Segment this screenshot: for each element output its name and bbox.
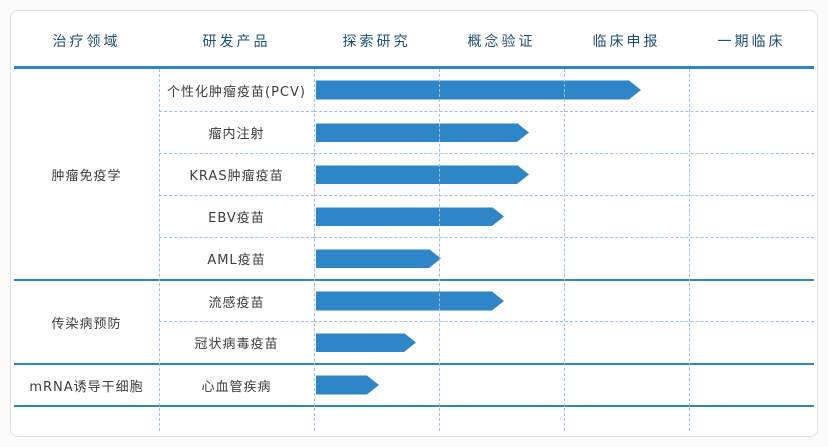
pipeline-grid: 治疗领域 研发产品 探索研究 概念验证 临床申报 一期临床 肿瘤免疫学 个性化肿… — [14, 15, 814, 427]
pipeline-arrow — [316, 123, 529, 142]
pipeline-arrow — [316, 207, 504, 226]
area-label-infectious: 传染病预防 — [14, 279, 159, 363]
arrow-track — [314, 111, 814, 153]
product-label: KRAS肿瘤疫苗 — [159, 153, 314, 195]
pipeline-card: 治疗领域 研发产品 探索研究 概念验证 临床申报 一期临床 肿瘤免疫学 个性化肿… — [10, 10, 818, 437]
product-label: 瘤内注射 — [159, 111, 314, 153]
pipeline-arrow — [316, 165, 529, 184]
area-label-oncology: 肿瘤免疫学 — [51, 168, 122, 184]
pipeline-arrow — [316, 249, 441, 268]
column-header-stage1: 探索研究 — [314, 15, 439, 69]
product-label: 个性化肿瘤疫苗(PCV) — [167, 84, 306, 100]
arrow-track — [314, 363, 814, 405]
column-header-stage4: 一期临床 — [689, 15, 814, 69]
product-label: AML疫苗 — [159, 237, 314, 279]
pipeline-arrow — [316, 333, 416, 352]
arrow-track — [314, 279, 814, 321]
bottom-border-line — [14, 405, 814, 427]
area-label-mrna-stem-cell: mRNA诱导干细胞 — [14, 363, 159, 405]
product-label: EBV疫苗 — [159, 195, 314, 237]
arrow-track — [314, 153, 814, 195]
arrow-track — [314, 321, 814, 363]
arrow-track — [314, 195, 814, 237]
product-label: 流感疫苗 — [159, 279, 314, 321]
arrow-track — [314, 237, 814, 279]
pipeline-arrow — [316, 81, 641, 100]
pipeline-arrow — [316, 376, 379, 395]
column-header-product: 研发产品 — [159, 15, 314, 69]
product-label: 心血管疾病 — [159, 363, 314, 405]
column-header-area: 治疗领域 — [14, 15, 159, 69]
column-header-stage2: 概念验证 — [439, 15, 564, 69]
pipeline-arrow — [316, 292, 504, 311]
column-header-stage3: 临床申报 — [564, 15, 689, 69]
product-label: 冠状病毒疫苗 — [159, 321, 314, 363]
arrow-track — [314, 69, 814, 111]
